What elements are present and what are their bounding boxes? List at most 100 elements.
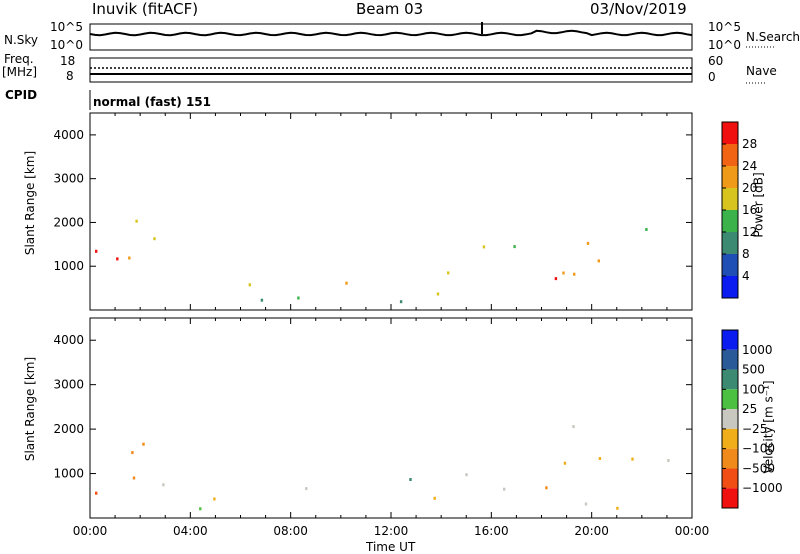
colorbar-tick-label: 28 [742, 137, 757, 151]
nsearch-label: N.Search [746, 30, 800, 44]
echo-cell [116, 257, 119, 261]
echo-cell [135, 219, 138, 223]
cpid-label: CPID [5, 88, 38, 102]
velocity-colorbar-bin [722, 488, 738, 508]
echo-cell [153, 237, 156, 241]
nsky-trace [89, 29, 693, 37]
power-frame [89, 112, 693, 311]
colorbar-tick-label: −25 [742, 422, 767, 436]
velocity-colorbar-bin [722, 369, 738, 390]
echo-cell [213, 497, 216, 501]
station-title: Inuvik (fitACF) [92, 0, 199, 18]
colorbar-tick-label: −500 [742, 461, 775, 475]
colorbar-tick-label: 12 [742, 225, 757, 239]
velocity-colorbar-bin [722, 349, 738, 370]
colorbar-tick-label: −1000 [742, 481, 783, 495]
power-colorbar-bin [722, 166, 738, 188]
velocity-colorbar-bin [722, 428, 738, 449]
power-colorbar-bin [722, 210, 738, 232]
echo-cell [631, 457, 634, 461]
colorbar-tick-label: 100 [742, 382, 765, 396]
ytick-label: 4000 [53, 333, 84, 347]
xtick-label: 08:00 [273, 524, 308, 538]
xaxis-label: Time UT [366, 540, 416, 554]
velocity-colorbar-bin [722, 448, 738, 469]
power-colorbar-bin [722, 144, 738, 166]
velocity-colorbar-label: Velocity [m s⁻¹] [761, 380, 776, 474]
echo-cell [95, 249, 98, 253]
power-colorbar-bin [722, 188, 738, 210]
echo-cell [399, 300, 403, 304]
ytick-label: 3000 [53, 172, 84, 186]
velocity-colorbar-frame [721, 329, 739, 509]
colorbar-tick-label: 25 [742, 402, 757, 416]
echo-cell [572, 425, 575, 429]
xtick-label: 00:00 [675, 524, 710, 538]
nsearch-tick-top: 10^5 [708, 20, 741, 34]
echo-cell [597, 259, 600, 263]
velocity-colorbar-bin [722, 330, 738, 350]
echo-cell [616, 506, 619, 510]
echo-cell [482, 245, 486, 249]
power-colorbar-bin [722, 276, 738, 298]
echo-cell [199, 507, 202, 511]
cpid-value: normal (fast) 151 [93, 95, 211, 109]
velocity-colorbar-bin [722, 409, 738, 429]
xtick-label: 12:00 [374, 524, 409, 538]
colorbar-tick-label: 16 [742, 203, 757, 217]
ytick-label: 2000 [53, 422, 84, 436]
echo-cell [433, 496, 436, 500]
power-colorbar-bin [722, 232, 738, 254]
echo-cell [162, 483, 165, 487]
echo-cell [260, 298, 264, 302]
nsky-strip-frame [89, 23, 693, 51]
echo-cell [409, 478, 412, 481]
echo-cell [447, 271, 450, 275]
date-title: 03/Nov/2019 [590, 0, 687, 18]
power-colorbar-label: Power [dB] [751, 172, 766, 238]
colorbar-tick-label: 24 [742, 159, 757, 173]
echo-cell [513, 245, 516, 249]
colorbar-tick-label: −100 [742, 442, 775, 456]
colorbar-tick-label: 500 [742, 363, 765, 377]
echo-cell [563, 461, 567, 465]
power-panel: 4000 3000 2000 1000 28 24 20 16 12 8 4 [53, 112, 757, 311]
velocity-frame [89, 317, 693, 519]
nsearch-tick-bottom: 10^0 [708, 38, 741, 52]
ytick-label: 4000 [53, 128, 84, 142]
echo-cell [297, 296, 300, 300]
nsky-tick-bottom: 10^0 [50, 38, 83, 52]
echo-cell [554, 277, 558, 281]
xtick-label: 20:00 [574, 524, 609, 538]
colorbar-tick-label: 4 [742, 269, 750, 283]
ytick-label: 3000 [53, 378, 84, 392]
colorbar-tick-label: 8 [742, 247, 750, 261]
freq-unit-label: [MHz] [2, 65, 38, 79]
echo-cell [584, 502, 588, 506]
velocity-colorbar-bin [722, 468, 738, 489]
beam-title: Beam 03 [356, 0, 424, 18]
ytick-label: 1000 [53, 259, 84, 273]
freq-tick-top: 18 [60, 54, 76, 68]
echo-cell [645, 228, 648, 231]
colorbar-tick-label: 1000 [742, 343, 773, 357]
nave-tick-top: 60 [708, 54, 724, 68]
freq-strip-frame [89, 57, 693, 83]
echo-cell [128, 256, 131, 260]
freq-label: Freq. [4, 52, 34, 66]
echo-cell [465, 473, 468, 477]
power-colorbar-bin [722, 122, 738, 144]
velocity-colorbar-bin [722, 389, 738, 410]
nave-tick-bottom: 0 [708, 70, 716, 84]
echo-cell [667, 459, 670, 462]
xtick-label: 04:00 [173, 524, 208, 538]
velocity-panel: 4000 3000 2000 1000 1000 500 100 25 −25 −100 −500 −… [53, 317, 783, 538]
velocity-ylabel: Slant Range [km] [23, 356, 38, 462]
echo-cell [598, 457, 602, 460]
echo-cell [142, 442, 145, 446]
xtick-label: 00:00 [73, 524, 108, 538]
ytick-label: 1000 [53, 467, 84, 481]
echo-cell [305, 487, 308, 491]
echo-cell [562, 271, 565, 275]
power-ylabel: Slant Range [km] [23, 150, 38, 256]
